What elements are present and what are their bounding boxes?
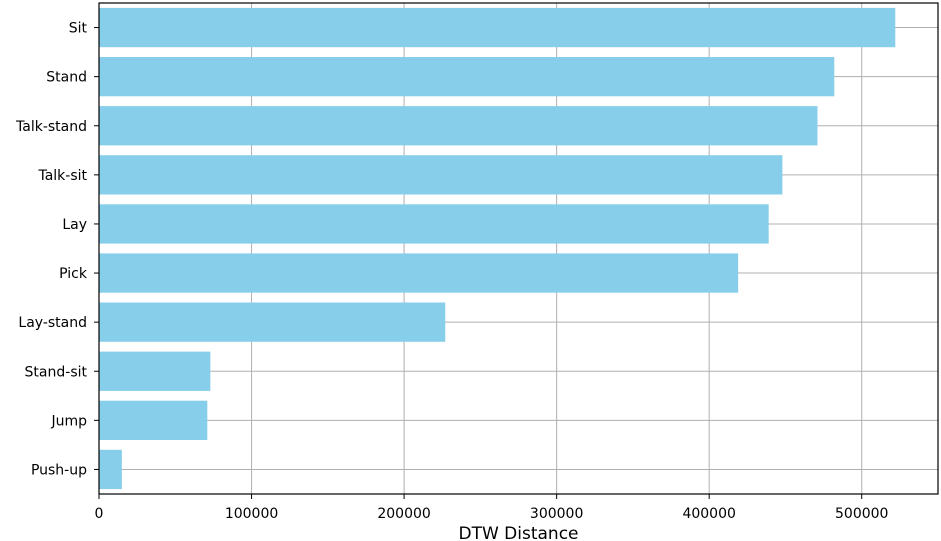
- bar-stand-sit: [99, 351, 211, 391]
- y-tick-label: Lay: [62, 217, 87, 233]
- bar-talk-stand: [99, 106, 818, 146]
- y-tick-label: Lay-stand: [18, 315, 87, 331]
- x-tick-label: 0: [95, 506, 104, 522]
- x-tick-label: 300000: [530, 506, 583, 522]
- bar-talk-sit: [99, 155, 783, 195]
- y-tick-label: Stand-sit: [25, 364, 88, 380]
- bar-push-up: [99, 449, 122, 490]
- bar-sit: [99, 7, 896, 48]
- bar-pick: [99, 253, 739, 293]
- y-tick-label: Jump: [50, 413, 87, 429]
- y-tick-label: Push-up: [31, 462, 87, 478]
- bar-stand: [99, 57, 835, 97]
- y-tick-label: Talk-sit: [37, 168, 87, 184]
- x-tick-label: 100000: [225, 506, 278, 522]
- y-tick-label: Pick: [59, 266, 88, 282]
- x-axis: 0 100000 200000 300000 400000 500000: [95, 494, 888, 522]
- bar-jump: [99, 400, 208, 440]
- x-tick-label: 200000: [377, 506, 430, 522]
- x-axis-label: DTW Distance: [458, 524, 578, 541]
- bars: [99, 7, 896, 490]
- y-tick-label: Talk-stand: [15, 119, 87, 135]
- bar-lay: [99, 204, 769, 244]
- plot-frame: [98, 2, 939, 495]
- x-tick-label: 500000: [835, 506, 888, 522]
- y-tick-label: Sit: [69, 21, 88, 37]
- y-axis: Sit Stand Talk-stand Talk-sit Lay Pick Lay-sta…: [15, 21, 99, 478]
- x-tick-label: 400000: [682, 506, 735, 522]
- y-tick-label: Stand: [46, 70, 87, 86]
- bar-lay-stand: [99, 302, 446, 342]
